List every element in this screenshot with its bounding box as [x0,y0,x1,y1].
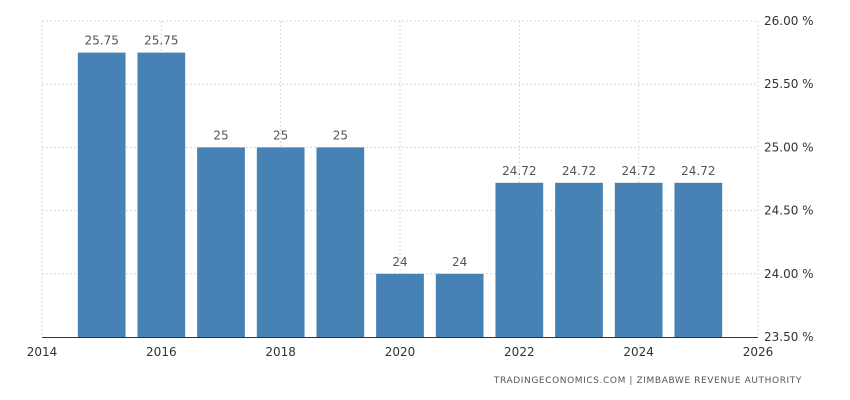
bar-value-label: 24 [392,255,407,269]
axes: 23.50 % 24.00 % 24.50 % 25.00 % 25.50 % 26.00… [27,14,814,359]
y-tick-label: 25.00 % [764,140,814,154]
bar [77,52,126,337]
bar-value-label: 25.75 [84,34,118,48]
bar [435,273,484,337]
x-tick-label: 2024 [623,345,654,359]
data-labels: 25.75 25.75 25 25 25 24 24 24.72 24.72 24.72 24.72 [84,34,715,269]
bar-value-label: 25 [333,128,348,142]
bar-value-label: 24 [452,255,467,269]
bar-value-label: 24.72 [562,164,596,178]
bar [137,52,186,337]
bar [614,182,663,337]
x-tick-label: 2026 [743,345,774,359]
bar-value-label: 25 [273,128,288,142]
bar [555,182,603,337]
x-tick-label: 2018 [265,345,296,359]
y-tick-label: 24.00 % [764,267,814,281]
bar [376,273,424,337]
x-tick-label: 2022 [504,345,535,359]
x-tick-label: 2014 [27,345,58,359]
bar [197,147,245,337]
bar-value-label: 24.72 [502,164,536,178]
bars [77,52,723,337]
bar-value-label: 25 [213,128,228,142]
x-tick-label: 2020 [385,345,416,359]
bar [316,147,365,337]
source-credit: TRADINGECONOMICS.COM | ZIMBABWE REVENUE … [493,376,802,386]
x-tick-label: 2016 [146,345,177,359]
bar-value-label: 24.72 [681,164,715,178]
bar [674,182,723,337]
bar-value-label: 25.75 [144,34,178,48]
bar [256,147,305,337]
y-tick-label: 26.00 % [764,14,814,28]
bar-value-label: 24.72 [621,164,655,178]
y-tick-label: 25.50 % [764,77,814,91]
y-tick-label: 23.50 % [764,330,814,344]
bar [495,182,544,337]
y-tick-label: 24.50 % [764,204,814,218]
